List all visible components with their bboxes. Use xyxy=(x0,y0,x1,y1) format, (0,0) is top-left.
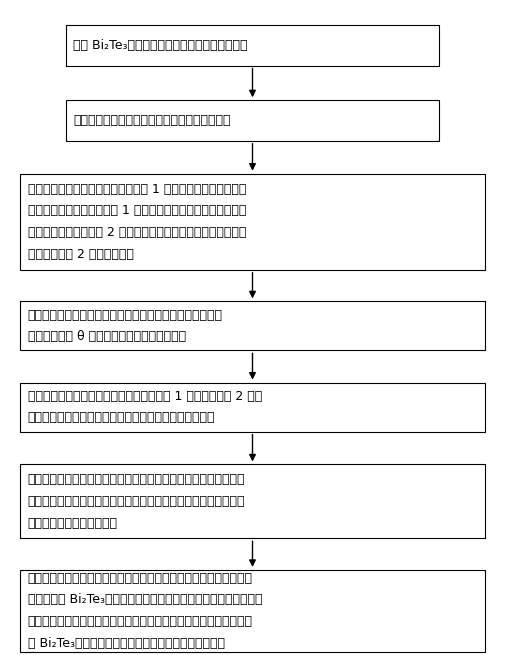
Bar xyxy=(20,383,485,432)
Text: 将某一电场下的圆偏振光电导差分电流用公式进行拟合，分离出三维: 将某一电场下的圆偏振光电导差分电流用公式进行拟合，分离出三维 xyxy=(28,572,253,585)
Text: 改变直流电压从正到负，从而改变电场，测得不同电场下的普通光: 改变直流电压从正到负，从而改变电场，测得不同电场下的普通光 xyxy=(28,474,245,486)
Text: 以一定入射角 θ 照射在样品两电极连线的中点: 以一定入射角 θ 照射在样品两电极连线的中点 xyxy=(28,330,186,343)
Text: 一倍频作为锁相放大器 2 的参考信号，电流前置放大器的输出端: 一倍频作为锁相放大器 2 的参考信号，电流前置放大器的输出端 xyxy=(28,226,246,239)
Text: 的圆偏振光电导差分电流；: 的圆偏振光电导差分电流； xyxy=(28,517,118,529)
Text: 激光器发出的光依次通过起偏器、光弹性调制器以及透镜，: 激光器发出的光依次通过起偏器、光弹性调制器以及透镜， xyxy=(28,309,223,322)
Bar xyxy=(20,174,485,270)
Text: 大器的输出端与锁相放大器 1 的输入端相连；将光弹性调制器的: 大器的输出端与锁相放大器 1 的输入端相连；将光弹性调制器的 xyxy=(28,204,246,217)
Bar xyxy=(66,100,439,141)
Text: 与锁相放大器 2 的输入端相连: 与锁相放大器 2 的输入端相连 xyxy=(28,248,134,261)
Text: 电导电流和圆偏振光相关的光电流；通过公式计算得到不同电场下: 电导电流和圆偏振光相关的光电流；通过公式计算得到不同电场下 xyxy=(28,495,245,508)
Text: 通过引线将电极与电流前置放大器的输入端相连: 通过引线将电极与电流前置放大器的输入端相连 xyxy=(73,114,231,127)
Text: 提取出普通光电导电流和圆偏振光相关的光电流的大小。: 提取出普通光电导电流和圆偏振光相关的光电流的大小。 xyxy=(28,411,215,424)
Bar xyxy=(20,570,485,652)
Text: 将斩波器的斩波频率作为锁相放大器 1 的参考信号，电流前置放: 将斩波器的斩波频率作为锁相放大器 1 的参考信号，电流前置放 xyxy=(28,183,246,196)
Text: 角的变化曲线。该圆偏振光电导差分电流的大小反映了三维拓扑绝缘: 角的变化曲线。该圆偏振光电导差分电流的大小反映了三维拓扑绝缘 xyxy=(28,615,253,628)
Bar xyxy=(66,25,439,66)
Bar xyxy=(20,301,485,350)
Text: 体 Bi₂Te₃表面态六角翘曲的电流诱导自旋极化的大小。: 体 Bi₂Te₃表面态六角翘曲的电流诱导自旋极化的大小。 xyxy=(28,637,225,650)
Bar xyxy=(20,464,485,538)
Text: 给样品施加一个直流电压，通过锁相放大器 1 和锁相放大器 2 分别: 给样品施加一个直流电压，通过锁相放大器 1 和锁相放大器 2 分别 xyxy=(28,390,262,403)
Text: 拓扑绝缘体 Bi₂Te₃表面态六角翘曲的圆偏振光电导差分电流随入射: 拓扑绝缘体 Bi₂Te₃表面态六角翘曲的圆偏振光电导差分电流随入射 xyxy=(28,593,262,607)
Text: 制备 Bi₂Te₃薄膜，并在其上沉积一对矩形的电极: 制备 Bi₂Te₃薄膜，并在其上沉积一对矩形的电极 xyxy=(73,39,248,52)
